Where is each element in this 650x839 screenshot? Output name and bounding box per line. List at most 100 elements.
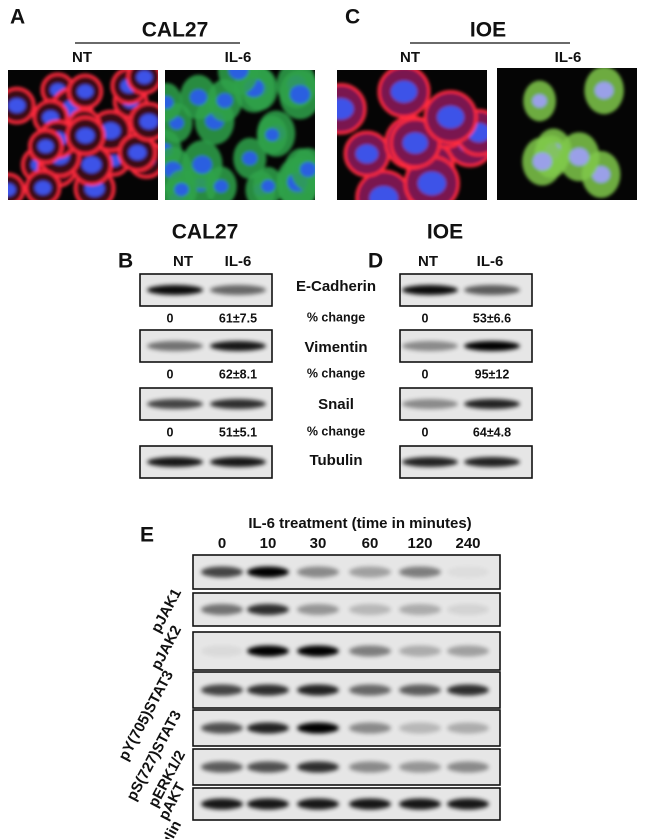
nucleus — [594, 81, 614, 100]
micrographs — [8, 68, 637, 200]
nucleus — [437, 105, 465, 129]
value-label: 0 — [167, 311, 174, 325]
value-label: 0 — [167, 425, 174, 439]
row-label: % change — [307, 366, 365, 380]
band — [402, 399, 458, 409]
nucleus — [402, 132, 428, 154]
nucleus — [100, 122, 121, 140]
nucleus — [37, 139, 54, 153]
micrograph — [8, 70, 158, 200]
band — [464, 457, 520, 467]
nucleus — [289, 85, 311, 104]
band — [447, 566, 489, 578]
nucleus — [165, 95, 174, 109]
nucleus — [390, 80, 418, 103]
blot-frame — [192, 554, 501, 590]
panel-label: D — [368, 250, 383, 273]
band — [464, 341, 520, 351]
time-label: 10 — [260, 535, 277, 552]
nucleus — [355, 144, 379, 164]
nucleus — [300, 162, 315, 177]
blot-frame — [192, 671, 501, 709]
nucleus — [8, 183, 16, 197]
band — [201, 604, 243, 615]
band — [210, 457, 266, 467]
time-label: 30 — [310, 535, 327, 552]
column-label: NT — [400, 49, 420, 66]
nucleus — [532, 152, 552, 171]
band — [447, 604, 489, 615]
band — [399, 761, 441, 773]
band — [201, 566, 243, 578]
band — [349, 798, 391, 810]
blot-frame — [139, 387, 273, 421]
panel-title: CAL27 — [142, 19, 209, 42]
time-label: 0 — [218, 535, 226, 552]
band — [201, 761, 243, 773]
blot-frame — [192, 592, 501, 627]
column-label: NT — [173, 253, 193, 270]
nucleus — [192, 155, 213, 174]
nucleus — [136, 70, 153, 84]
band — [210, 399, 266, 409]
band — [247, 798, 289, 810]
row-label: E-Cadherin — [296, 278, 376, 295]
band — [464, 285, 520, 295]
nucleus — [369, 186, 399, 200]
band — [247, 684, 289, 696]
band — [147, 457, 203, 467]
column-label: IL-6 — [555, 49, 582, 66]
nucleus — [77, 84, 94, 99]
band — [297, 684, 339, 696]
band — [201, 645, 243, 657]
nucleus — [81, 156, 102, 173]
value-label: 0 — [167, 367, 174, 381]
band — [147, 341, 203, 351]
band — [201, 684, 243, 696]
value-label: 51±5.1 — [219, 425, 257, 439]
panel-title: IL-6 treatment (time in minutes) — [248, 515, 471, 532]
blot-frame — [139, 273, 273, 307]
row-label: Snail — [318, 396, 354, 413]
cells — [165, 70, 315, 200]
time-label: 60 — [362, 535, 379, 552]
band — [349, 645, 391, 657]
column-label: NT — [72, 49, 92, 66]
band — [349, 566, 391, 578]
cells — [8, 70, 158, 200]
band — [247, 761, 289, 773]
nucleus — [242, 151, 258, 166]
band — [399, 566, 441, 578]
column-label: IL-6 — [225, 253, 252, 270]
value-label: 0 — [422, 425, 429, 439]
value-label: 61±7.5 — [219, 311, 257, 325]
row-label: % change — [307, 310, 365, 324]
blot-frame — [192, 709, 501, 747]
cytoplasm — [165, 82, 183, 122]
nucleus — [532, 94, 548, 108]
band — [399, 722, 441, 734]
panel-title: CAL27 — [172, 221, 239, 244]
blot-frame — [139, 445, 273, 479]
blot-frame — [192, 748, 501, 786]
blot-frame — [399, 387, 533, 421]
value-label: 0 — [422, 367, 429, 381]
panel-label: A — [10, 6, 25, 29]
blot-frame — [139, 329, 273, 363]
blot-frame — [192, 631, 501, 671]
band — [349, 761, 391, 773]
nucleus — [569, 147, 589, 166]
band — [210, 285, 266, 295]
band — [210, 341, 266, 351]
nucleus — [337, 98, 354, 120]
column-label: IL-6 — [225, 49, 252, 66]
band — [297, 798, 339, 810]
blot-frame — [192, 787, 501, 821]
band — [399, 798, 441, 810]
panel-title: IOE — [470, 19, 506, 42]
row-label: Vimentin — [304, 339, 367, 356]
band — [447, 645, 489, 657]
nucleus — [417, 171, 446, 196]
band — [402, 457, 458, 467]
band — [297, 566, 339, 578]
